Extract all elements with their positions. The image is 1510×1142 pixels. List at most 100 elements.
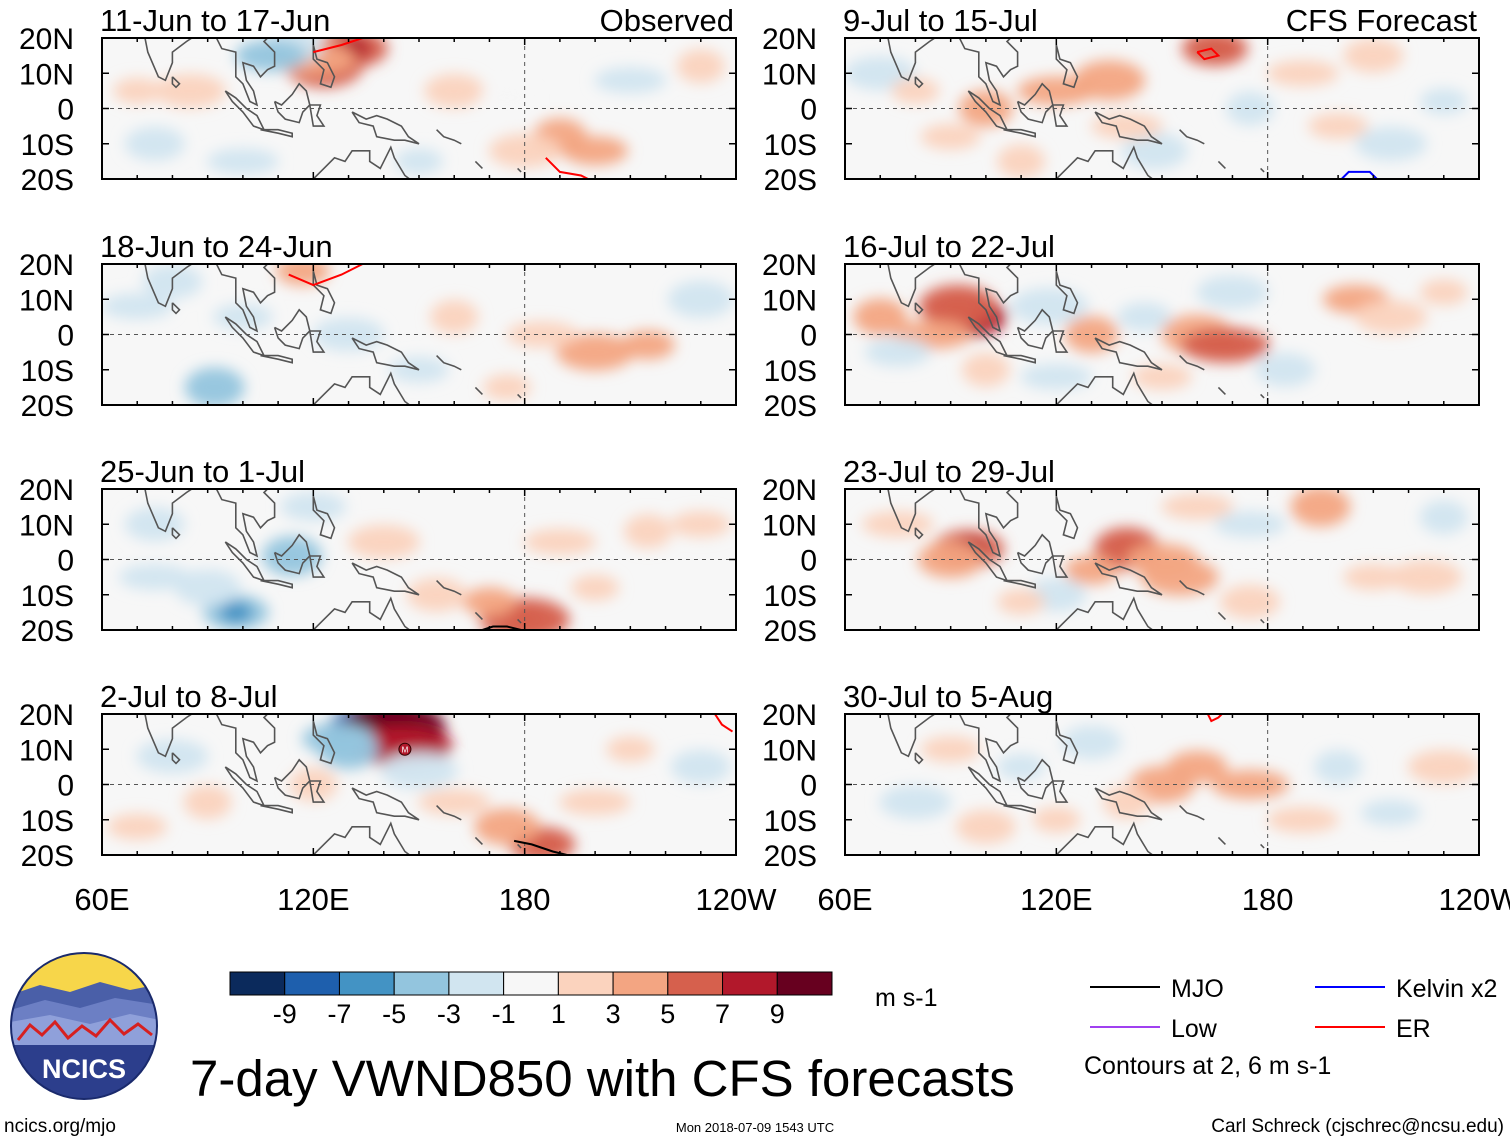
coastline [349, 668, 356, 679]
lon-tick-label: 180 [499, 882, 551, 917]
anomaly-cell [380, 751, 458, 789]
coastline [349, 443, 356, 454]
ncics-logo: NCICS [10, 952, 158, 1100]
footer-url[interactable]: ncics.org/mjo [4, 1116, 116, 1137]
coastline [517, 393, 522, 399]
anomaly-cell [212, 303, 273, 330]
lat-tick-label: 0 [57, 770, 74, 803]
anomaly-core [1198, 38, 1232, 60]
coastline [310, 821, 411, 855]
anomaly-cell [920, 123, 981, 150]
figure-title: 7-day VWND850 with CFS forecasts [190, 1050, 1015, 1107]
lon-tick-label: 60E [817, 882, 872, 917]
contour-er [1196, 47, 1221, 61]
anomaly-cell [1419, 500, 1468, 535]
anomaly-cell [1117, 302, 1172, 332]
coastline [1094, 562, 1163, 596]
anomaly-cell [124, 507, 185, 542]
panel-title: 9-Jul to 15-Jul [843, 3, 1038, 38]
anomaly-cell [879, 785, 952, 820]
coastline [144, 714, 276, 783]
anomaly-cell [667, 280, 734, 318]
lat-tick-label: 20S [764, 164, 817, 197]
colorbar-swatch [284, 971, 340, 996]
panel-title: 23-Jul to 29-Jul [843, 454, 1055, 489]
lat-tick-label: 20N [19, 474, 74, 507]
anomaly-cell [102, 293, 174, 320]
anomaly-cell [562, 136, 629, 166]
coastline [474, 386, 483, 395]
anomaly-cell [107, 813, 168, 840]
coastline [887, 38, 1019, 107]
anomaly-cell [1061, 725, 1122, 760]
coastline [914, 527, 924, 540]
lat-tick-label: 10S [764, 805, 817, 838]
colorbar-tick-label: 3 [606, 999, 621, 1029]
coastline [1053, 821, 1154, 855]
column-label: Observed [600, 3, 734, 38]
coastline [260, 804, 293, 814]
longitude-axis: 60E 120E 180 120W 60E 120E 180 120W [74, 882, 1510, 917]
lat-tick-label: 20S [21, 840, 74, 873]
anomaly-cell [418, 789, 491, 816]
coastline [914, 76, 924, 89]
coastline [260, 354, 293, 364]
anomaly-cell [1419, 279, 1468, 306]
anomaly-cell [559, 789, 632, 816]
colorbar-swatch [393, 971, 450, 996]
anomaly-cell [1314, 749, 1363, 784]
anomaly-cell [154, 73, 227, 108]
anomaly-cell [1308, 113, 1369, 140]
anomaly-cell [1220, 584, 1281, 619]
coastline [1179, 805, 1205, 821]
anomaly-cell [676, 49, 725, 84]
colorbar-tick-label: 5 [660, 999, 675, 1029]
lat-tick-label: 20N [19, 23, 74, 56]
anomaly-cell [406, 577, 467, 612]
legend-label: ER [1396, 1015, 1431, 1043]
coastline [351, 111, 420, 145]
anomaly-cell [301, 722, 374, 755]
lat-tick-label: 20N [762, 23, 817, 56]
coastline [887, 489, 1019, 558]
anomaly-cell [206, 148, 279, 175]
coastline [309, 780, 326, 803]
lat-tick-label: 10S [764, 580, 817, 613]
lat-tick-label: 20N [19, 249, 74, 282]
colorbar-tick-label: -5 [382, 999, 406, 1029]
coastline [914, 752, 924, 765]
anomaly-cell [483, 374, 532, 401]
lat-tick-label: 20S [764, 390, 817, 423]
coastline [1052, 555, 1069, 578]
coastline [1003, 804, 1036, 814]
colorbar-tick-label: -3 [437, 999, 461, 1029]
coastline [313, 700, 320, 707]
coastline [1052, 780, 1069, 803]
anomaly-cell [1266, 806, 1339, 833]
lat-tick-label: 10S [21, 580, 74, 613]
lat-tick-label: 20S [764, 840, 817, 873]
coastline [1179, 580, 1205, 596]
anomaly-cell [235, 39, 308, 72]
colorbar-swatch [776, 971, 833, 996]
anomaly-cell [1161, 493, 1234, 520]
coastline [260, 579, 293, 589]
anomaly-cell [184, 367, 245, 405]
anomaly-cell [853, 298, 908, 336]
anomaly-cell [430, 299, 479, 334]
coastline [312, 495, 336, 540]
coastline [1094, 787, 1163, 821]
storm-marker-label: M [402, 745, 409, 754]
lat-tick-label: 0 [800, 770, 817, 803]
anomaly-cell [997, 144, 1046, 179]
lat-tick-label: 0 [57, 94, 74, 127]
coastline [914, 302, 924, 315]
legend-label: Kelvin x2 [1396, 975, 1497, 1003]
colorbar-swatch [557, 971, 614, 996]
anomaly-cell [174, 569, 241, 607]
anomaly-core [938, 293, 978, 320]
anomaly-cell [1266, 60, 1339, 87]
lat-tick-label: 10N [19, 284, 74, 317]
lat-tick-label: 20S [21, 164, 74, 197]
colorbar-swatch [448, 971, 505, 996]
